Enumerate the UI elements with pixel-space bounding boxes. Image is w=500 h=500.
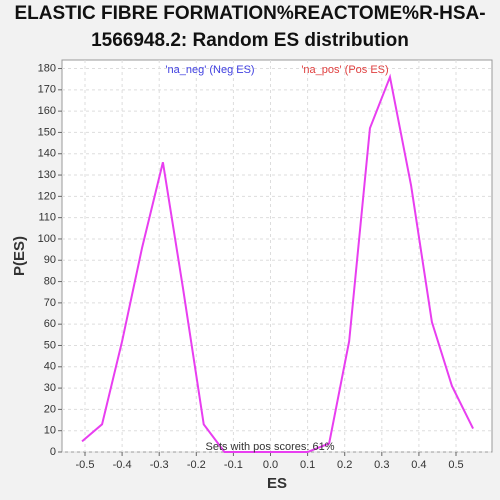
y-tick-label: 160 xyxy=(38,105,56,117)
x-tick-label: 0.5 xyxy=(448,459,463,471)
y-tick-label: 180 xyxy=(38,62,56,74)
x-tick-label: 0.3 xyxy=(374,459,389,471)
y-tick-label: 170 xyxy=(38,84,56,96)
y-tick-label: 100 xyxy=(38,233,56,245)
y-tick-label: 90 xyxy=(44,254,56,266)
y-tick-label: 110 xyxy=(38,212,56,224)
y-tick-label: 40 xyxy=(44,361,56,373)
x-tick-label: 0.1 xyxy=(300,459,315,471)
y-tick-label: 60 xyxy=(44,318,56,330)
x-tick-label: -0.2 xyxy=(187,459,206,471)
x-tick-label: -0.5 xyxy=(76,459,95,471)
x-tick-label: -0.3 xyxy=(150,459,169,471)
y-tick-label: 140 xyxy=(38,148,56,160)
chart-title: 1566948.2: Random ES distribution xyxy=(91,30,409,51)
x-tick-label: -0.1 xyxy=(224,459,243,471)
x-tick-label: 0.4 xyxy=(411,459,426,471)
y-tick-label: 80 xyxy=(44,275,56,287)
y-tick-label: 0 xyxy=(50,446,56,458)
y-tick-label: 10 xyxy=(44,425,56,437)
x-tick-label: -0.4 xyxy=(113,459,132,471)
x-tick-label: 0.2 xyxy=(337,459,352,471)
x-axis-label: ES xyxy=(267,475,287,492)
y-tick-label: 50 xyxy=(44,339,56,351)
legend-entry: 'na_neg' (Neg ES) xyxy=(165,64,254,76)
y-tick-label: 130 xyxy=(38,169,56,181)
x-tick-label: 0.0 xyxy=(263,459,278,471)
y-tick-label: 120 xyxy=(38,190,56,202)
y-tick-label: 20 xyxy=(44,403,56,415)
annotation: Sets with pos scores: 61% xyxy=(205,441,334,453)
y-tick-label: 150 xyxy=(38,126,56,138)
plot-area xyxy=(61,59,493,453)
y-axis-label: P(ES) xyxy=(11,236,28,276)
y-tick-label: 70 xyxy=(44,297,56,309)
chart-title: ELASTIC FIBRE FORMATION%REACTOME%R-HSA- xyxy=(14,3,485,24)
legend-entry: 'na_pos' (Pos ES) xyxy=(301,64,388,76)
y-tick-label: 30 xyxy=(44,382,56,394)
series-line xyxy=(81,73,474,453)
